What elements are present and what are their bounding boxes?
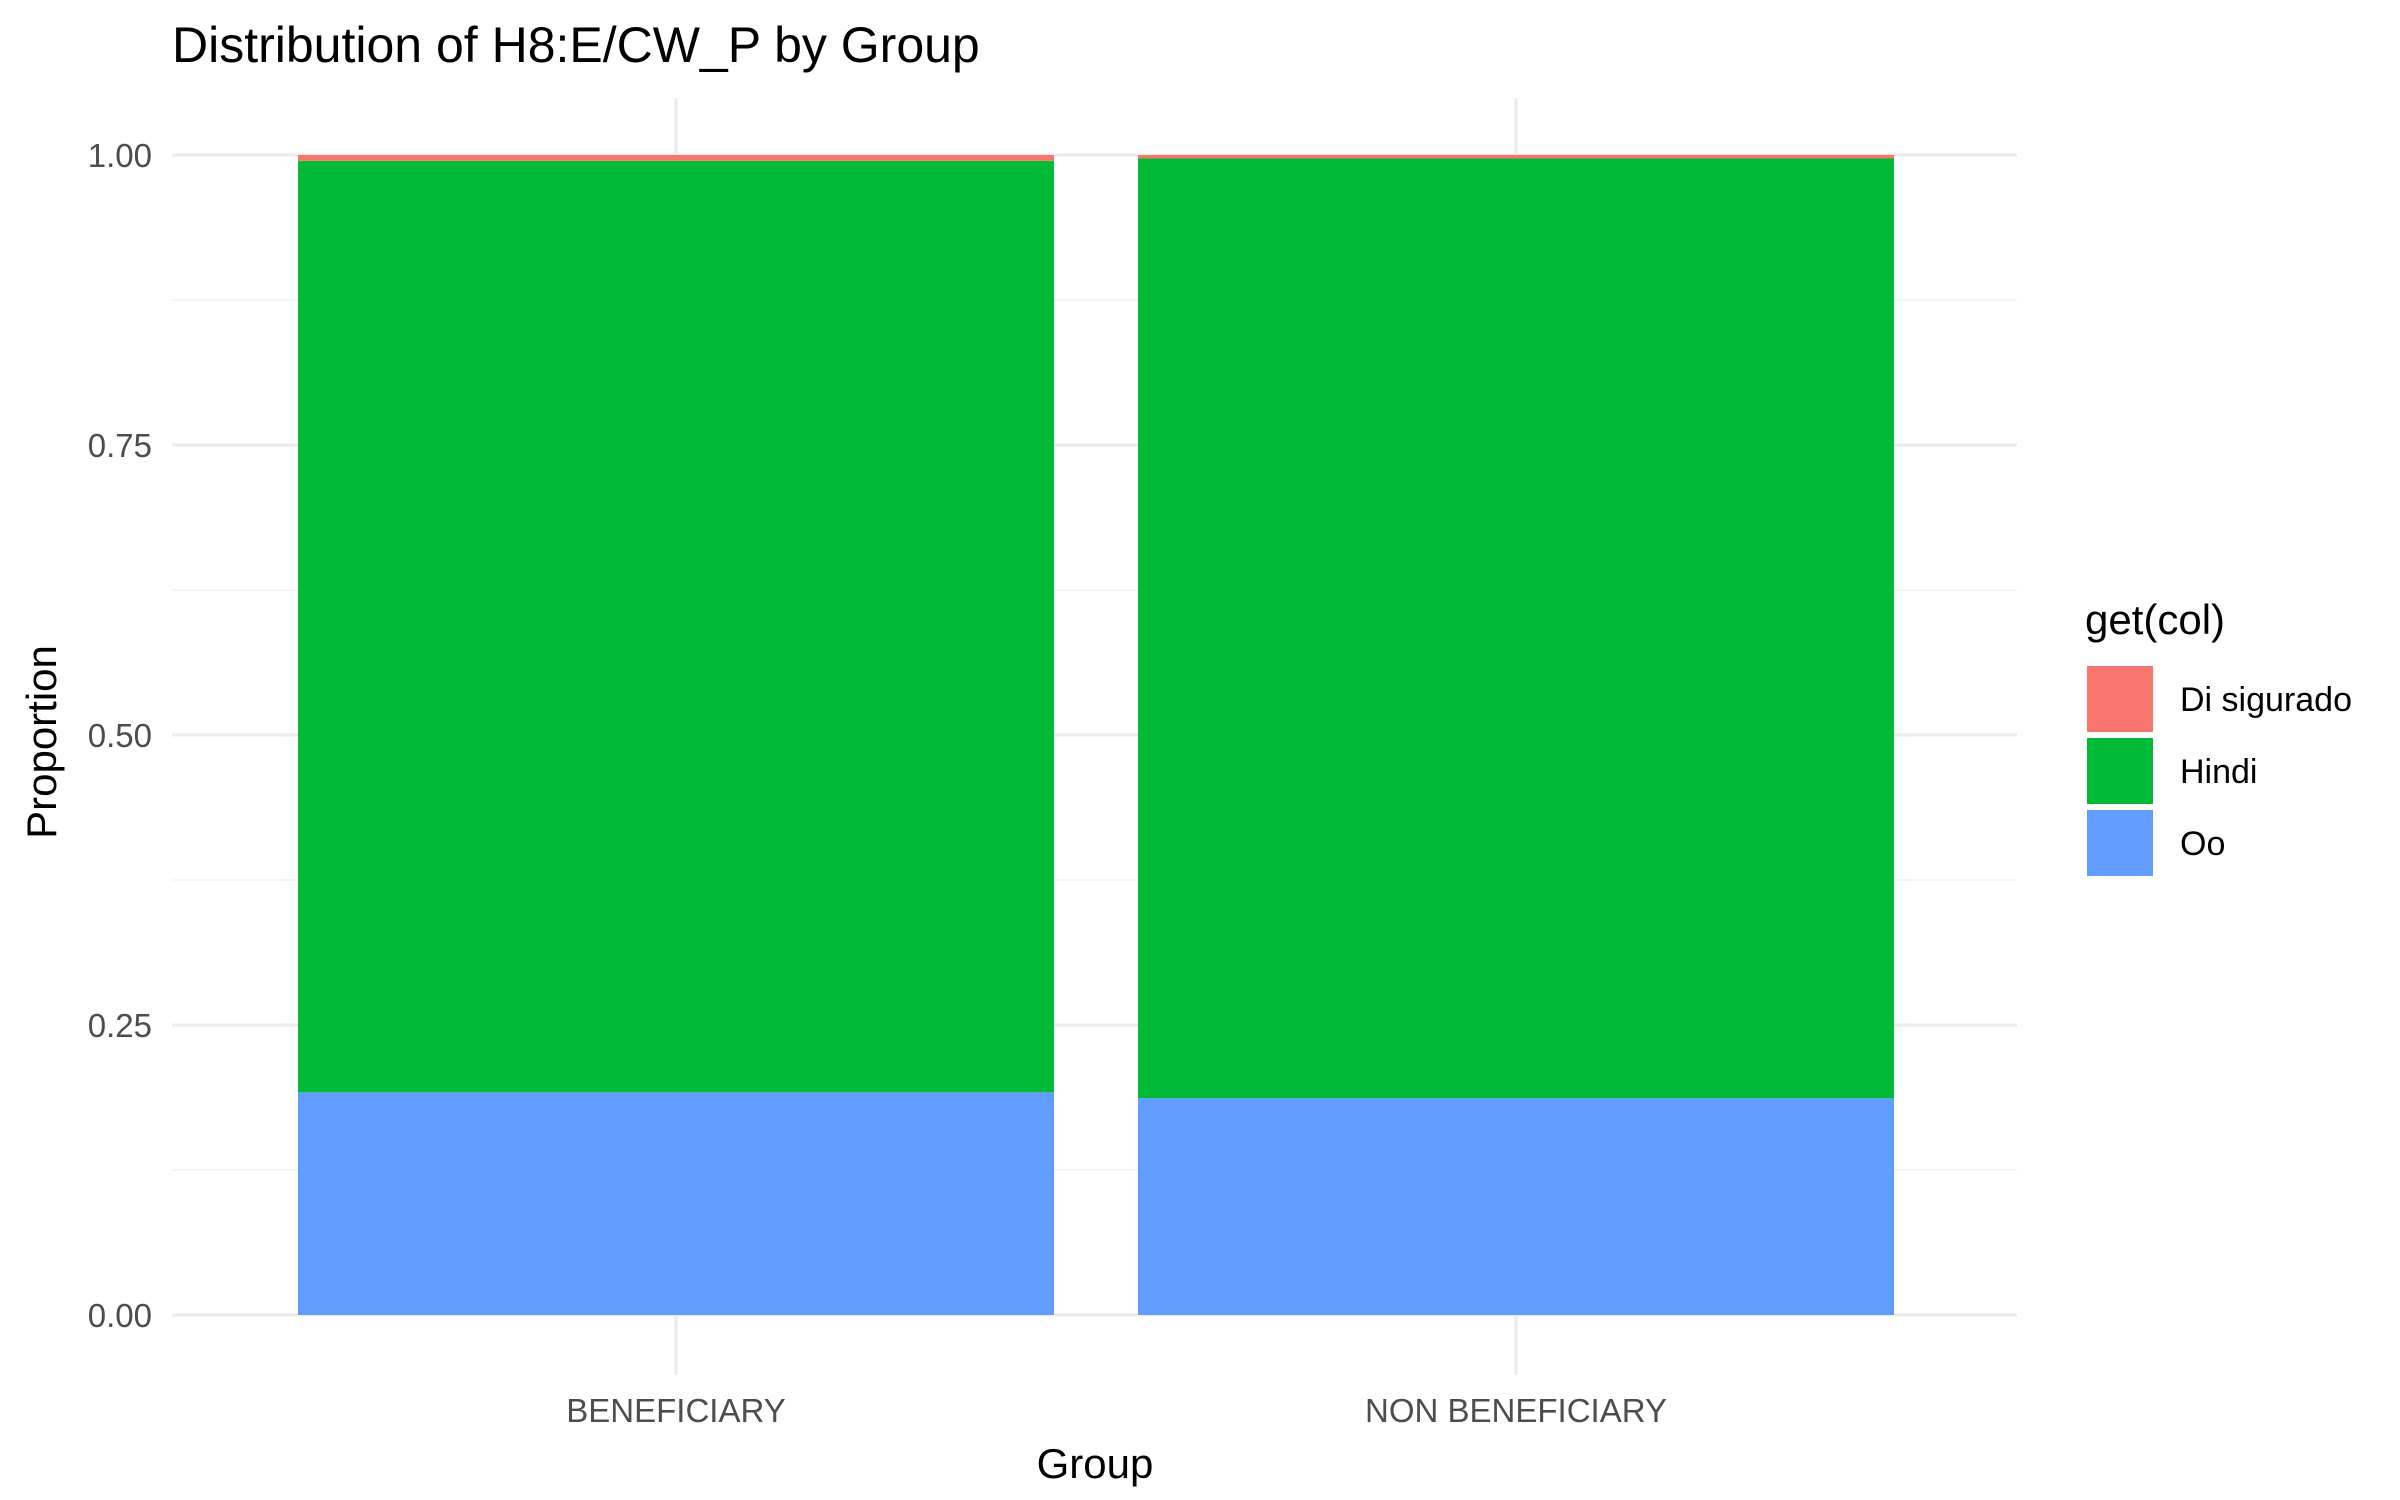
legend-title: get(col) bbox=[2085, 596, 2225, 643]
legend-key bbox=[2085, 664, 2155, 734]
legend-label: Hindi bbox=[2180, 753, 2257, 791]
y-axis-title: Proportion bbox=[18, 645, 65, 839]
legend-key bbox=[2085, 808, 2155, 878]
y-axis-ticks: 0.00 0.25 0.50 0.75 1.00 bbox=[88, 137, 152, 1334]
legend-key bbox=[2085, 736, 2155, 806]
bar-segment-di-sigurado bbox=[298, 155, 1054, 161]
y-tick-label: 0.50 bbox=[88, 717, 152, 754]
y-tick-label: 0.00 bbox=[88, 1297, 152, 1334]
y-tick-label: 1.00 bbox=[88, 137, 152, 174]
x-tick-label: BENEFICIARY bbox=[566, 1392, 785, 1429]
y-tick-label: 0.75 bbox=[88, 427, 152, 464]
legend-label: Di sigurado bbox=[2180, 681, 2352, 719]
bar-segment-di-sigurado bbox=[1138, 155, 1894, 159]
bar-segment-oo bbox=[1138, 1098, 1894, 1315]
chart-title: Distribution of H8:E/CW_P by Group bbox=[172, 17, 980, 73]
x-axis-title: Group bbox=[1037, 1440, 1154, 1487]
x-axis-ticks: BENEFICIARY NON BENEFICIARY bbox=[566, 1392, 1667, 1429]
legend: get(col) Di sigurado Hindi Oo bbox=[2085, 596, 2352, 878]
x-tick-label: NON BENEFICIARY bbox=[1365, 1392, 1667, 1429]
legend-label: Oo bbox=[2180, 825, 2225, 863]
bars bbox=[298, 155, 1894, 1315]
bar-segment-hindi bbox=[298, 160, 1054, 1093]
y-tick-label: 0.25 bbox=[88, 1007, 152, 1044]
bar-segment-hindi bbox=[1138, 158, 1894, 1099]
bar-segment-oo bbox=[298, 1092, 1054, 1315]
